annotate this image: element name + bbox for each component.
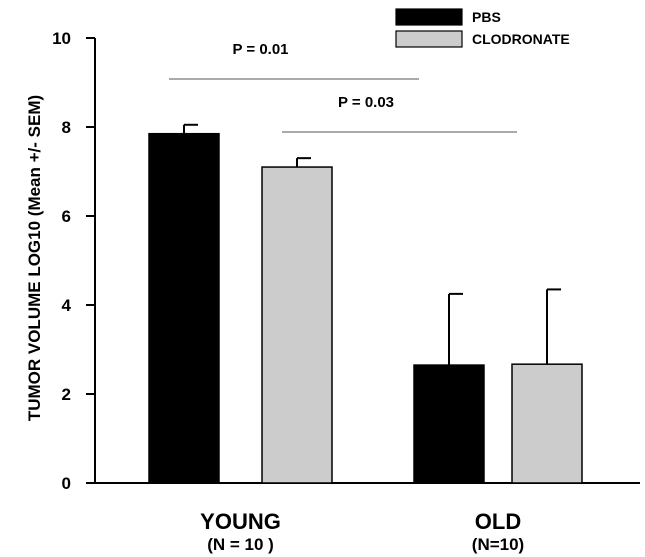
y-axis-label: TUMOR VOLUME LOG10 (Mean +/- SEM): [25, 95, 44, 421]
p-value-label: P = 0.01: [232, 41, 288, 58]
x-category-label: YOUNG: [200, 509, 281, 534]
p-value-label: P = 0.03: [338, 94, 394, 111]
legend-label: CLODRONATE: [472, 31, 570, 47]
y-tick-label: 10: [52, 29, 71, 48]
legend-label: PBS: [472, 9, 501, 25]
legend-swatch: [395, 8, 463, 26]
bar: [413, 364, 485, 484]
bars: [148, 123, 583, 484]
category-labels: YOUNG(N = 10 ) OLD(N=10): [200, 509, 524, 554]
y-tick-label: 0: [62, 474, 71, 493]
legend-swatch: [395, 30, 463, 48]
legend: PBS CLODRONATE: [395, 8, 570, 48]
x-category-sublabel: (N=10): [472, 535, 524, 554]
x-category-sublabel: (N = 10 ): [207, 535, 274, 554]
y-tick-label: 8: [62, 118, 71, 137]
y-tick-label: 2: [62, 385, 71, 404]
bar: [261, 166, 333, 484]
y-tick-label: 4: [62, 296, 72, 315]
y-tick-label: 6: [62, 207, 71, 226]
annotations: P = 0.01 P = 0.03: [169, 41, 517, 133]
x-category-label: OLD: [475, 509, 521, 534]
bar: [511, 363, 583, 484]
bar: [148, 132, 220, 484]
